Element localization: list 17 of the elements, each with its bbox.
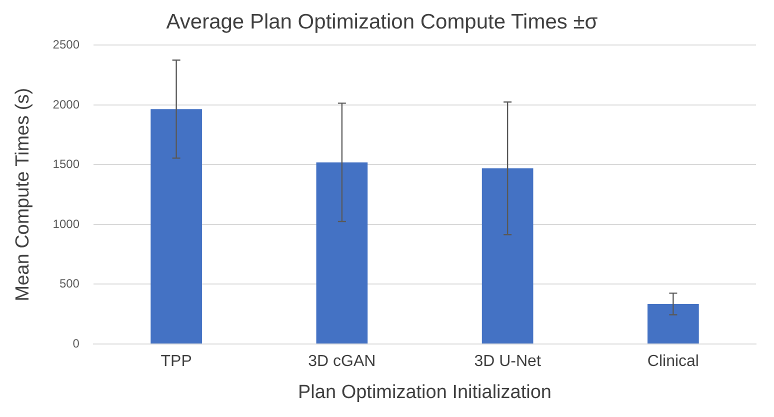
y-tick-label: 1000: [52, 216, 80, 231]
x-tick-label: TPP: [160, 353, 192, 370]
y-axis-title: Mean Compute Times (s): [12, 88, 34, 302]
y-tick-label: 0: [72, 336, 80, 350]
x-tick-label: 3D U-Net: [474, 353, 542, 370]
bar: [316, 162, 368, 344]
chart-title: Average Plan Optimization Compute Times ±σ: [166, 10, 598, 34]
x-axis-title: Plan Optimization Initialization: [298, 382, 552, 403]
bar: [648, 304, 699, 344]
y-tick-label: 500: [59, 276, 80, 291]
x-tick-label: Clinical: [647, 353, 699, 370]
x-tick-label: 3D cGAN: [308, 353, 376, 370]
bar: [150, 109, 202, 344]
y-tick-label: 1500: [52, 157, 80, 172]
y-tick-label: 2000: [52, 97, 80, 112]
y-tick-label: 2500: [52, 38, 80, 52]
bar: [482, 168, 534, 344]
